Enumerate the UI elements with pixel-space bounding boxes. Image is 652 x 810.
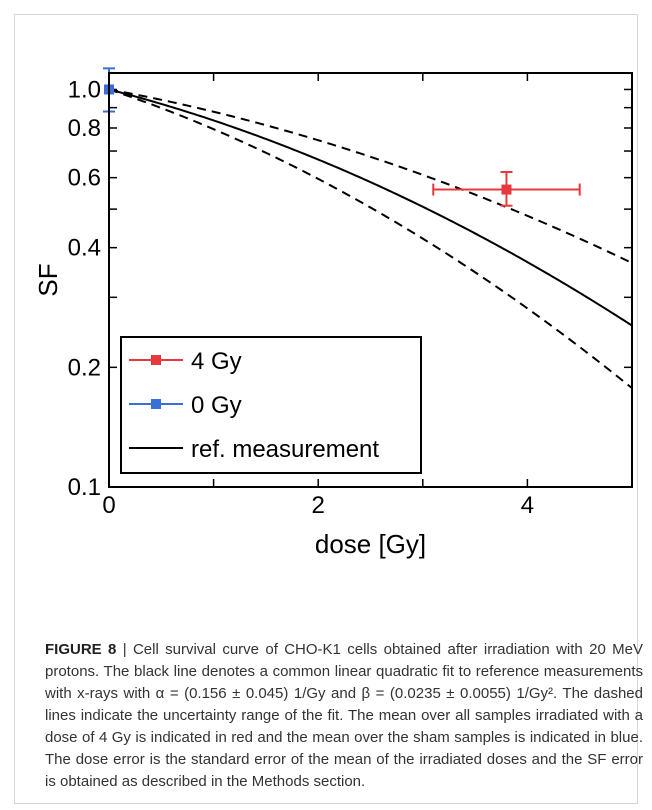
x-tick-label: 4: [521, 492, 534, 519]
legend-entry-2: ref. measurement: [129, 436, 379, 463]
axis-ticks: [109, 73, 632, 488]
chart: 0.10.20.40.60.81.00 2 4 SF dose [Gy] 4 Gy0…: [33, 67, 633, 559]
data-points: [103, 67, 581, 207]
tick-labels: 0.1 0.2 0.4 0.6 0.8 1.0 0 2 4: [68, 76, 534, 519]
y-tick-label: 0.1: [68, 474, 101, 501]
legend-label: ref. measurement: [191, 436, 379, 463]
y-tick-label: 0.8: [68, 115, 101, 142]
data-point-0: [432, 170, 581, 207]
legend-entry-0: 4 Gy: [129, 348, 242, 375]
figure-frame: 0.1 0.2 0.4 0.6 0.8 1.0 0 2 4 SF dose [Gy] 4 Gy 0…: [14, 14, 643, 804]
caption-label: FIGURE 8: [45, 641, 117, 658]
legend-marker: [151, 355, 161, 365]
plot-area-border: [108, 72, 633, 488]
y-tick-label: 0.4: [68, 235, 101, 262]
square-marker: [501, 184, 512, 195]
y-tick-label: 0.2: [68, 354, 101, 381]
caption-text: Cell survival curve of CHO-K1 cells obta…: [45, 641, 643, 790]
fit-curve: [108, 88, 633, 327]
legend-label: 0 Gy: [191, 392, 242, 419]
legend-label: 4 Gy: [191, 348, 242, 375]
x-axis-label: dose [Gy]: [315, 529, 426, 559]
y-tick-label: 1.0: [68, 76, 101, 103]
y-axis-label: SF: [33, 263, 63, 296]
fit-uncertainty-curve-2: [108, 88, 633, 389]
fit-curves: [108, 88, 633, 389]
caption-separator: |: [116, 641, 133, 658]
fit-uncertainty-curve-1: [108, 88, 633, 264]
x-tick-label: 0: [102, 492, 115, 519]
figure-caption: FIGURE 8 | Cell survival curve of CHO-K1…: [45, 639, 643, 793]
x-tick-label: 2: [312, 492, 325, 519]
legend: 4 Gy 0 Gy ref. measurement: [120, 336, 422, 474]
y-tick-label: 0.6: [68, 165, 101, 192]
legend-entry-1: 0 Gy: [129, 392, 242, 419]
legend-marker: [151, 399, 161, 409]
